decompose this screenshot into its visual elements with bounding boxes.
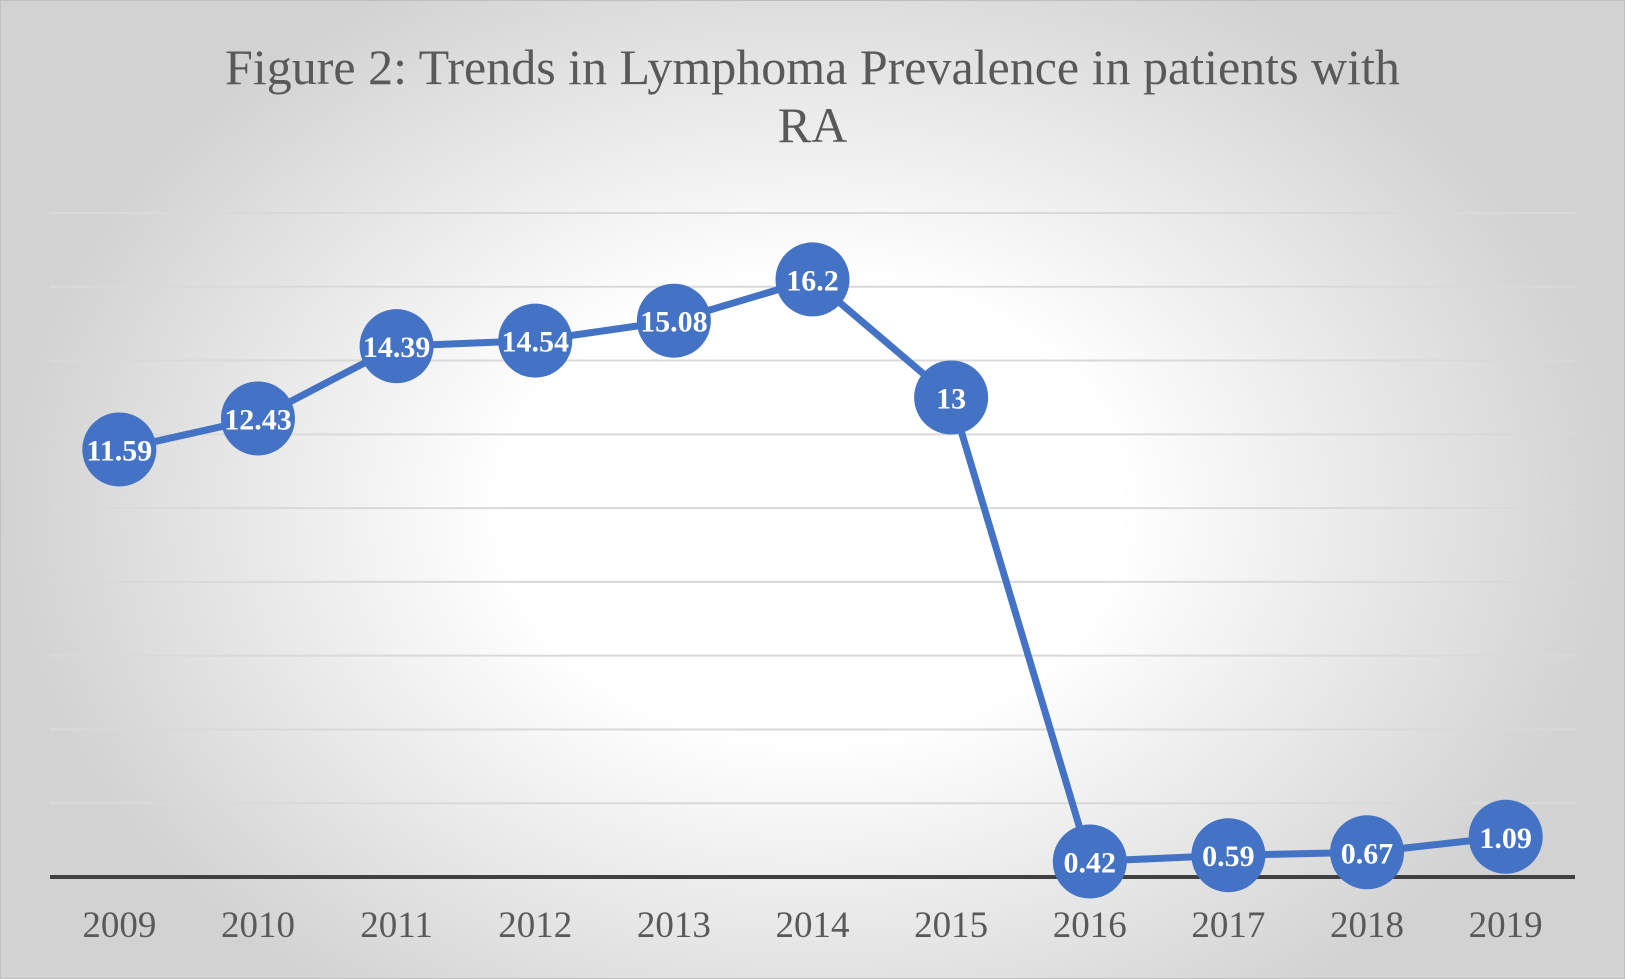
chart-title-line-2: RA — [777, 97, 848, 153]
x-tick-label: 2019 — [1469, 905, 1543, 946]
x-tick-label: 2013 — [637, 905, 711, 946]
data-label: 13 — [936, 382, 966, 415]
data-point-marker — [1330, 815, 1405, 890]
data-point-marker — [498, 303, 573, 378]
data-label: 11.59 — [86, 434, 152, 467]
data-label: 14.54 — [501, 326, 569, 359]
chart-title: Figure 2: Trends in Lymphoma Prevalence … — [0, 38, 1625, 154]
x-tick-label: 2009 — [82, 905, 156, 946]
data-point-marker — [220, 381, 295, 456]
data-label: 0.42 — [1064, 847, 1117, 880]
data-label: 0.67 — [1341, 837, 1394, 870]
data-point-marker — [775, 242, 850, 317]
x-tick-label: 2016 — [1053, 905, 1127, 946]
x-tick-label: 2015 — [914, 905, 988, 946]
data-point-marker — [636, 283, 711, 358]
data-point-marker — [914, 360, 989, 435]
data-point-marker — [1052, 824, 1127, 899]
data-label: 14.39 — [363, 331, 431, 364]
series-line — [115, 275, 1510, 866]
data-label: 0.59 — [1202, 840, 1255, 873]
gridlines — [50, 212, 1575, 805]
data-point-marker — [82, 412, 157, 487]
series-lymphoma-prevalence: 11.59 12.43 14.39 14.54 15.08 16.2 13 0.42 0.59 0… — [82, 242, 1543, 899]
chart-title-line-1: Figure 2: Trends in Lymphoma Prevalence … — [225, 39, 1400, 95]
x-tick-label: 2010 — [221, 905, 295, 946]
data-point-marker — [1468, 799, 1543, 874]
x-tick-label: 2018 — [1330, 905, 1404, 946]
x-tick-label: 2012 — [498, 905, 572, 946]
x-tick-label: 2014 — [776, 905, 850, 946]
data-label: 1.09 — [1479, 822, 1532, 855]
data-label: 15.08 — [640, 306, 708, 339]
data-label: 12.43 — [224, 403, 292, 436]
x-tick-labels: 2009 2010 2011 2012 2013 2014 2015 2016 2017 2018… — [82, 905, 1542, 946]
data-point-marker — [1191, 818, 1266, 893]
data-label: 16.2 — [786, 264, 839, 297]
data-point-marker — [359, 309, 434, 384]
x-tick-label: 2011 — [360, 905, 433, 946]
x-tick-label: 2017 — [1191, 905, 1265, 946]
